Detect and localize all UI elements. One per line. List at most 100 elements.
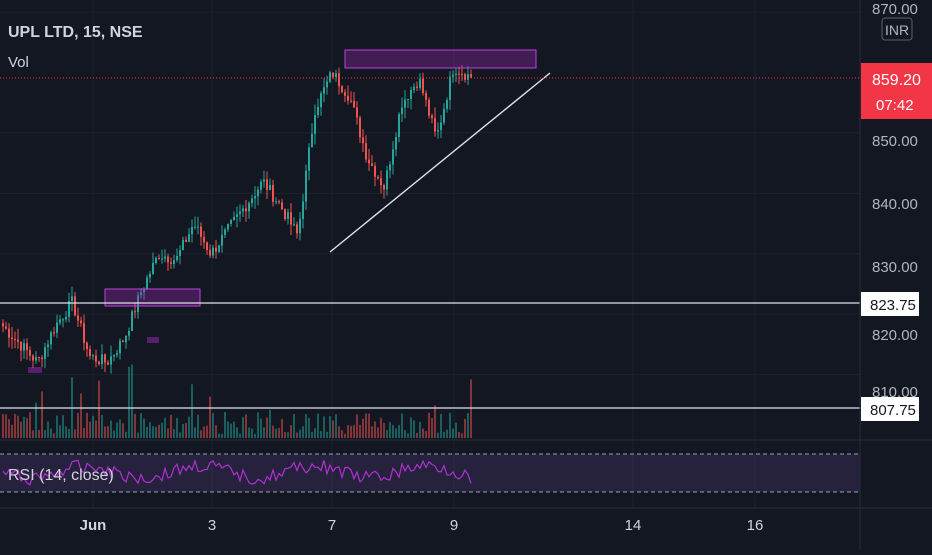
candle-body xyxy=(302,201,304,219)
candle-body xyxy=(98,361,100,365)
volume-bar xyxy=(137,432,139,438)
volume-bar xyxy=(53,433,55,438)
volume-bar xyxy=(47,421,49,438)
candle-body xyxy=(440,122,442,131)
candle-body xyxy=(122,340,124,343)
volume-bar xyxy=(194,427,196,438)
resistance-zone-low[interactable] xyxy=(104,288,201,307)
candle-body xyxy=(401,107,403,115)
symbol-title[interactable]: UPL LTD, 15, NSE xyxy=(8,24,143,41)
rsi-line xyxy=(2,458,472,486)
time-axis[interactable]: Jun 3 7 9 14 16 xyxy=(80,517,764,534)
candle-body xyxy=(134,311,136,313)
volume-bar xyxy=(317,413,319,438)
volume-bar xyxy=(188,416,190,438)
candle-body xyxy=(116,353,118,355)
candle-body xyxy=(290,212,292,225)
volume-bar xyxy=(392,425,394,438)
candle-body xyxy=(365,143,367,160)
candle-body xyxy=(182,239,184,251)
candle-body xyxy=(356,107,358,118)
volume-bar xyxy=(68,428,70,438)
price-axis[interactable]: 870.00 850.00 840.00 830.00 820.00 810.0… xyxy=(872,1,918,401)
candle-body xyxy=(380,178,382,186)
candle-body xyxy=(128,330,130,336)
currency-badge[interactable] xyxy=(881,17,913,41)
volume-bar xyxy=(107,426,109,438)
candle-body xyxy=(236,214,238,217)
candle-body xyxy=(425,93,427,100)
candle-body xyxy=(233,216,235,221)
volume-bar xyxy=(167,428,169,438)
candle-body xyxy=(446,99,448,109)
candle-body xyxy=(59,319,61,323)
volume-bar xyxy=(389,422,391,438)
volume-bar xyxy=(206,425,208,438)
price-tick-810: 810.00 xyxy=(872,384,918,401)
volume-bar xyxy=(368,413,370,438)
candle-body xyxy=(149,273,151,278)
candle-body xyxy=(209,249,211,256)
candle-body xyxy=(185,239,187,242)
candle-body xyxy=(317,107,319,116)
candle-body xyxy=(458,73,460,75)
candle-body xyxy=(167,256,169,263)
volume-bar xyxy=(443,431,445,438)
level-value-823: 823.75 xyxy=(870,297,916,314)
volume-bar xyxy=(191,384,193,438)
candle-body xyxy=(95,355,97,362)
volume-bar xyxy=(131,364,133,438)
candle-body xyxy=(38,357,40,359)
candle-body xyxy=(14,339,16,341)
candle-body xyxy=(224,229,226,235)
volume-bars xyxy=(2,364,472,438)
volume-bar xyxy=(455,422,457,438)
volume-bar xyxy=(434,405,436,438)
volume-bar xyxy=(422,428,424,438)
volume-bar xyxy=(56,415,58,438)
volume-bar xyxy=(302,426,304,438)
volume-bar xyxy=(362,418,364,438)
candle-body xyxy=(386,170,388,190)
current-price-value: 859.20 xyxy=(872,72,921,89)
resistance-zone-top[interactable] xyxy=(344,49,537,69)
volume-bar xyxy=(11,424,13,438)
volume-bar xyxy=(257,412,259,438)
candle-body xyxy=(443,108,445,123)
time-label-jun: Jun xyxy=(80,517,107,534)
volume-bar xyxy=(287,432,289,438)
volume-indicator-label[interactable]: Vol xyxy=(8,54,29,71)
price-tick-820: 820.00 xyxy=(872,327,918,344)
volume-bar xyxy=(407,433,409,438)
candle-body xyxy=(50,332,52,345)
candle-body xyxy=(395,136,397,150)
candle-body xyxy=(203,236,205,243)
candle-body xyxy=(467,74,469,80)
volume-bar xyxy=(464,418,466,438)
candle-body xyxy=(314,115,316,134)
volume-bar xyxy=(38,429,40,438)
candle-body xyxy=(161,258,163,260)
volume-bar xyxy=(254,433,256,438)
volume-bar xyxy=(65,426,67,438)
volume-bar xyxy=(95,420,97,438)
candle-body xyxy=(383,185,385,190)
volume-bar xyxy=(413,420,415,438)
rsi-band xyxy=(0,454,860,492)
volume-bar xyxy=(449,412,451,438)
grid-lines xyxy=(0,0,860,508)
candle-body xyxy=(200,226,202,237)
volume-bar xyxy=(320,431,322,438)
candle-body xyxy=(71,296,73,301)
candle-body xyxy=(20,341,22,351)
volume-bar xyxy=(83,427,85,438)
volume-bar xyxy=(26,418,28,438)
candle-body xyxy=(41,357,43,360)
time-label-9: 9 xyxy=(450,517,458,534)
candle-body xyxy=(452,74,454,77)
volume-bar xyxy=(275,428,277,438)
trend-line[interactable] xyxy=(329,72,551,253)
volume-bar xyxy=(386,429,388,438)
volume-bar xyxy=(371,426,373,438)
